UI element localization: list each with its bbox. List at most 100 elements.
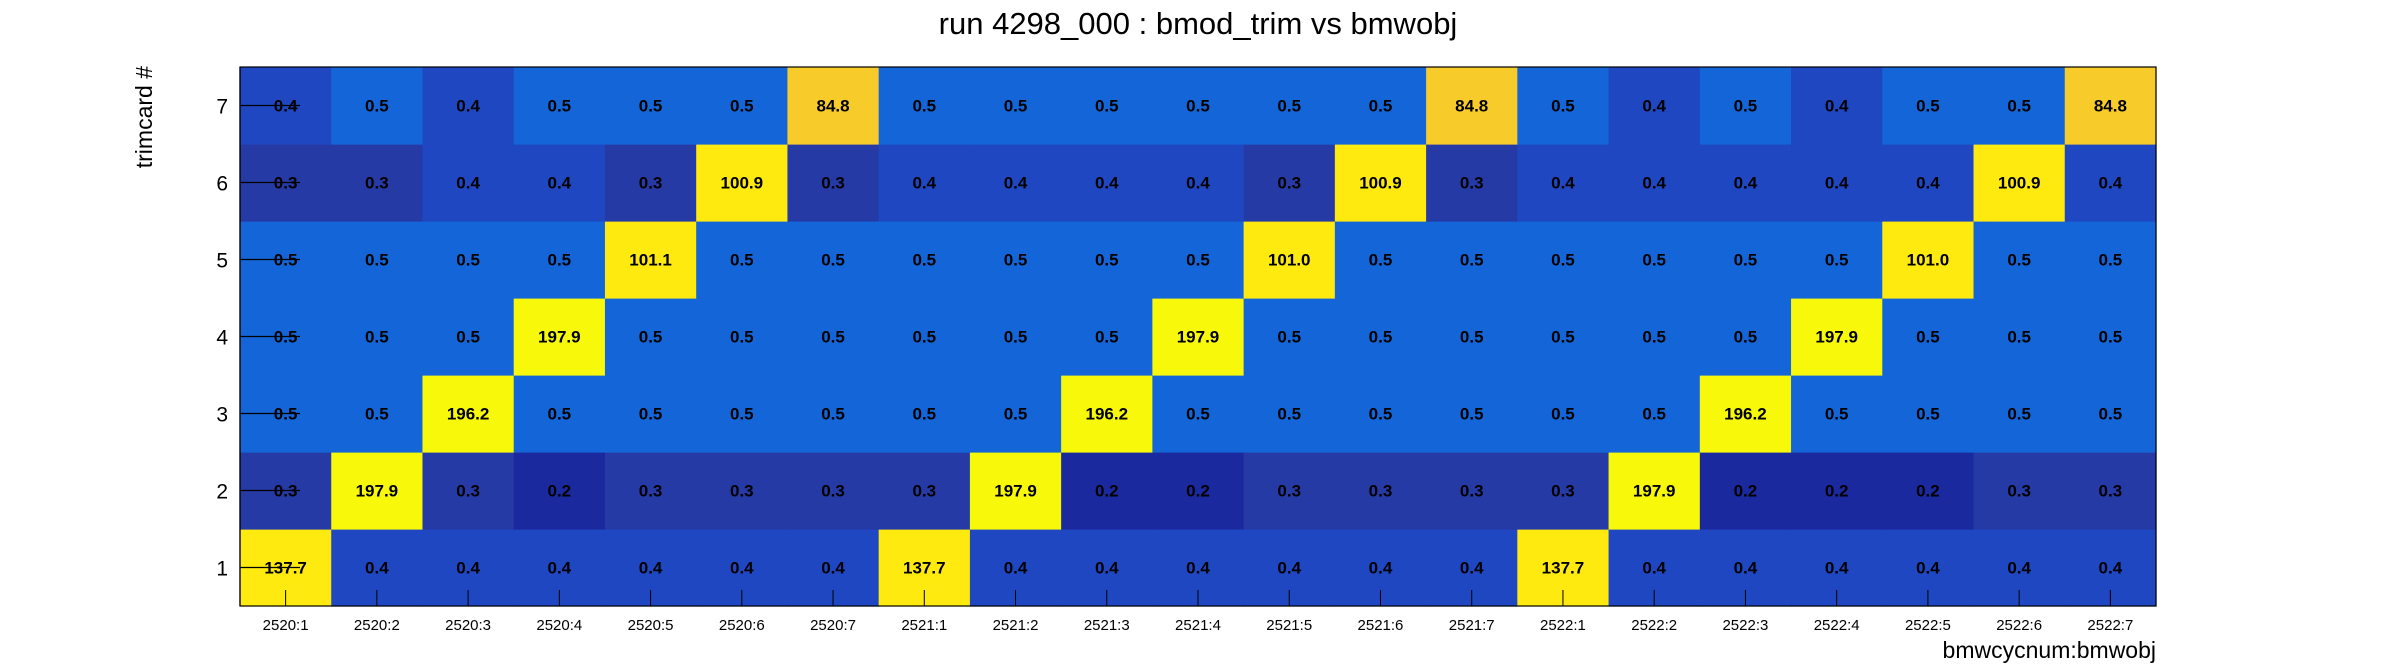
cell-value-label: 0.4: [1642, 559, 1666, 578]
heatmap-cell: [1791, 452, 1883, 530]
x-tick-label: 2521:4: [1175, 617, 1221, 634]
x-tick-label: 2522:1: [1540, 617, 1586, 634]
heatmap-cell: [331, 452, 424, 530]
heatmap-cell: [1608, 298, 1701, 376]
heatmap-cell: [787, 221, 880, 299]
y-tick-label: 6: [216, 173, 228, 196]
heatmap-cell: [1334, 144, 1427, 222]
cell-value-label: 0.5: [1551, 251, 1575, 270]
cell-value-label: 197.9: [1815, 328, 1858, 347]
cell-value-label: 197.9: [994, 482, 1037, 501]
x-tick-label: 2520:7: [810, 617, 856, 634]
cell-value-label: 0.5: [2007, 405, 2031, 424]
cell-value-label: 0.5: [1277, 328, 1301, 347]
heatmap-cell: [513, 375, 606, 453]
cell-value-label: 0.5: [730, 405, 754, 424]
cell-value-label: 0.5: [639, 328, 663, 347]
cell-value-label: 0.4: [1734, 559, 1758, 578]
cell-value-label: 0.4: [2099, 559, 2123, 578]
heatmap-cell: [878, 298, 971, 376]
cell-value-label: 0.5: [1916, 405, 1940, 424]
cell-value-label: 0.4: [1916, 559, 1940, 578]
heatmap-cell: [1426, 298, 1518, 376]
heatmap-cell: [422, 67, 515, 145]
heatmap-cell: [1243, 375, 1336, 453]
y-tick-label: 7: [216, 96, 228, 119]
heatmap-cell: [1061, 452, 1153, 530]
cell-value-label: 0.5: [1277, 405, 1301, 424]
heatmap-cell: [1973, 221, 2066, 299]
heatmap-cell: [1517, 375, 1610, 453]
heatmap-cell: [1517, 221, 1610, 299]
cell-value-label: 100.9: [721, 174, 764, 193]
cell-value-label: 0.3: [912, 482, 936, 501]
heatmap-cell: [787, 67, 880, 145]
x-tick-label: 2520:5: [628, 617, 674, 634]
heatmap-cell: [787, 452, 880, 530]
heatmap-cell: [787, 375, 880, 453]
heatmap-cell: [1882, 298, 1975, 376]
heatmap-cell: [604, 144, 697, 222]
cell-value-label: 0.5: [456, 251, 480, 270]
cell-value-label: 0.3: [639, 482, 663, 501]
heatmap-cell: [1699, 298, 1792, 376]
heatmap-cell: [1699, 67, 1792, 145]
heatmap-cell: [1791, 144, 1883, 222]
heatmap-cell: [1152, 452, 1245, 530]
heatmap-cell: [787, 298, 880, 376]
heatmap-cell: [1973, 144, 2066, 222]
chart-title: run 4298_000 : bmod_trim vs bmwobj: [939, 6, 1458, 41]
cell-value-label: 0.5: [1642, 251, 1666, 270]
heatmap-cell: [513, 452, 606, 530]
heatmap-cell: [1243, 298, 1336, 376]
x-tick-label: 2522:7: [2087, 617, 2133, 634]
cell-value-label: 0.5: [1277, 97, 1301, 116]
heatmap-cell: [513, 298, 606, 376]
cell-value-label: 137.7: [903, 559, 946, 578]
y-axis: 1 2 3 4 5 6 7: [216, 67, 300, 606]
cell-value-label: 0.4: [912, 174, 936, 193]
cell-value-label: 0.4: [2007, 559, 2031, 578]
cell-value-label: 0.5: [365, 405, 389, 424]
cell-value-label: 0.5: [1734, 251, 1758, 270]
heatmap-cell: [1517, 67, 1610, 145]
cell-value-label: 0.4: [1095, 559, 1119, 578]
cell-value-label: 137.7: [1542, 559, 1585, 578]
heatmap-cell: [1608, 221, 1701, 299]
heatmap-cell: [1882, 375, 1975, 453]
heatmap-cell: [878, 452, 971, 530]
heatmap-cell: [1517, 144, 1610, 222]
x-tick-label: 2521:2: [993, 617, 1039, 634]
cell-value-label: 0.3: [456, 482, 480, 501]
heatmap-cell: [1243, 452, 1336, 530]
heatmap-cell: [1699, 375, 1792, 453]
cell-value-label: 0.5: [912, 328, 936, 347]
cell-value-label: 0.4: [1734, 174, 1758, 193]
cell-value-label: 0.5: [1916, 328, 1940, 347]
cell-value-label: 0.5: [1460, 405, 1484, 424]
cell-value-label: 0.5: [1460, 328, 1484, 347]
cell-value-label: 0.4: [639, 559, 663, 578]
cell-value-label: 0.2: [548, 482, 572, 501]
heatmap-cell: [1608, 375, 1701, 453]
heatmap-cell: [422, 375, 515, 453]
cell-value-label: 0.5: [1186, 405, 1210, 424]
cell-value-label: 0.5: [1095, 328, 1119, 347]
heatmap-cell: [422, 144, 515, 222]
cell-value-label: 0.2: [1825, 482, 1849, 501]
cell-value-label: 0.5: [912, 405, 936, 424]
cell-value-label: 0.5: [1095, 251, 1119, 270]
cell-value-label: 0.4: [1004, 174, 1028, 193]
x-tick-label: 2520:2: [354, 617, 400, 634]
heatmap-cell: [1426, 144, 1518, 222]
cell-value-label: 197.9: [1633, 482, 1676, 501]
cell-value-label: 0.5: [1734, 97, 1758, 116]
cell-value-label: 0.4: [1369, 559, 1393, 578]
heatmap-cell: [331, 221, 424, 299]
cell-value-label: 0.4: [1277, 559, 1301, 578]
cell-value-label: 0.3: [1277, 482, 1301, 501]
heatmap-cell: [604, 375, 697, 453]
cell-value-label: 0.4: [1004, 559, 1028, 578]
cell-value-label: 0.3: [2007, 482, 2031, 501]
cell-value-label: 0.5: [1551, 328, 1575, 347]
